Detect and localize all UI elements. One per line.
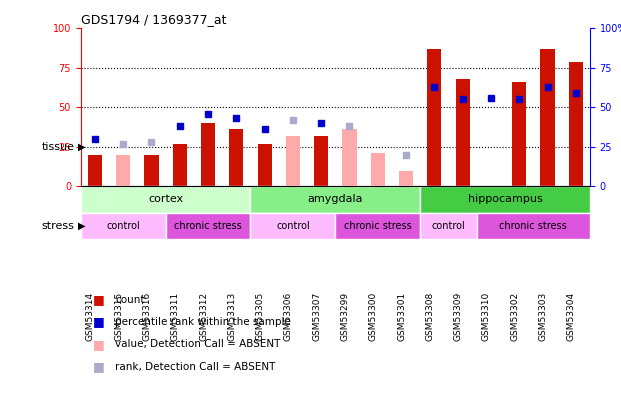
Bar [420,186,590,213]
Text: ■: ■ [93,338,105,351]
Bar [88,155,102,186]
Text: value, Detection Call = ABSENT: value, Detection Call = ABSENT [115,339,280,349]
Text: cortex: cortex [148,194,183,205]
Bar [314,136,329,186]
Bar [342,130,356,186]
Bar [166,213,250,239]
Bar [399,171,413,186]
Text: ▶: ▶ [78,221,85,231]
Text: control: control [432,221,465,231]
Text: count: count [115,295,145,305]
Bar [258,144,271,186]
Bar [250,213,335,239]
Bar [201,123,215,186]
Text: rank, Detection Call = ABSENT: rank, Detection Call = ABSENT [115,362,275,371]
Bar [427,49,442,186]
Bar [335,213,420,239]
Text: tissue: tissue [42,142,75,152]
Bar [540,49,555,186]
Text: stress: stress [42,221,75,231]
Text: control: control [276,221,310,231]
Bar [286,137,300,186]
Text: chronic stress: chronic stress [174,221,242,231]
Bar [173,144,187,186]
Text: amygdala: amygdala [307,194,363,205]
Text: hippocampus: hippocampus [468,194,543,205]
Text: GDS1794 / 1369377_at: GDS1794 / 1369377_at [81,13,226,26]
Bar [512,82,526,186]
Bar [116,155,130,186]
Bar [420,213,477,239]
Bar [569,62,583,186]
Bar [456,79,469,186]
Bar [250,186,420,213]
Text: ■: ■ [93,360,105,373]
Bar [371,153,385,186]
Bar [229,130,243,186]
Bar [81,213,166,239]
Text: percentile rank within the sample: percentile rank within the sample [115,317,291,327]
Text: control: control [106,221,140,231]
Text: ■: ■ [93,293,105,306]
Bar [286,136,300,186]
Bar [81,186,250,213]
Text: ■: ■ [93,315,105,328]
Text: chronic stress: chronic stress [499,221,567,231]
Bar [144,155,158,186]
Text: chronic stress: chronic stress [344,221,412,231]
Text: ▶: ▶ [78,142,85,152]
Bar [477,213,590,239]
